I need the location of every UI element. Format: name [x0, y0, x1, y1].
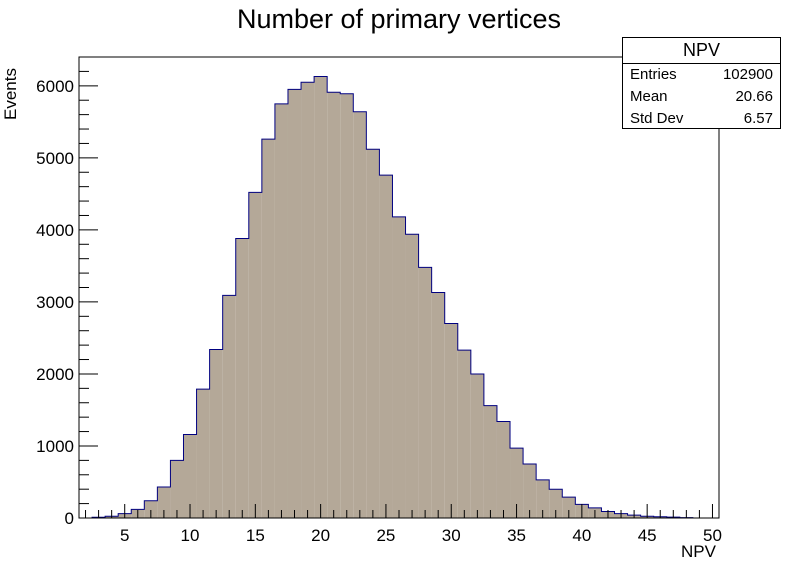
histogram-bin [418, 267, 432, 518]
histogram-bin [183, 434, 197, 518]
x-tick-label: 45 [638, 526, 657, 545]
stats-value: 102900 [722, 66, 773, 83]
x-tick-label: 40 [572, 526, 591, 545]
histogram-outline [79, 75, 719, 519]
stats-label: Std Dev [630, 110, 684, 127]
y-tick-label: 2000 [36, 365, 74, 384]
histogram-bin [470, 373, 484, 518]
histogram-bin [523, 463, 537, 518]
histogram-bin [353, 111, 367, 519]
histogram-bin [301, 82, 315, 518]
histogram-bin [562, 497, 576, 518]
y-tick-label: 0 [65, 509, 74, 528]
histogram-bin [340, 93, 354, 519]
histogram-bin [379, 175, 393, 518]
histogram-bin [483, 405, 497, 518]
y-tick-label: 3000 [36, 293, 74, 312]
y-tick-label: 1000 [36, 437, 74, 456]
stats-value: 20.66 [735, 88, 773, 105]
y-tick-label: 5000 [36, 149, 74, 168]
x-tick-label: 20 [311, 526, 330, 545]
histogram-bin [405, 234, 419, 518]
histogram-bin [392, 216, 406, 519]
histogram-bin [444, 323, 458, 518]
histogram-bin [157, 487, 171, 518]
histogram-bin [196, 389, 210, 518]
histogram-bin [261, 139, 275, 518]
histogram-bin [457, 350, 471, 518]
stats-box: NPV Entries 102900 Mean 20.66 Std Dev 6.… [622, 37, 781, 129]
stats-label: Entries [630, 66, 677, 83]
histogram-bin [170, 460, 184, 518]
histogram-bin [287, 89, 302, 518]
histogram-bin [274, 103, 288, 518]
y-axis: 0 1000 2000 3000 4000 5000 6000 [36, 56, 98, 528]
x-tick-label: 50 [703, 526, 722, 545]
stats-label: Mean [630, 88, 668, 105]
x-tick-label: 25 [376, 526, 395, 545]
chart-title: Number of primary vertices [237, 4, 561, 34]
histogram-bin [431, 292, 445, 518]
y-axis-label: Events [1, 68, 20, 120]
x-tick-label: 5 [120, 526, 129, 545]
stats-row-mean: Mean 20.66 [623, 86, 780, 108]
y-tick-label: 4000 [36, 221, 74, 240]
histogram-bin [327, 92, 341, 518]
y-tick-label: 6000 [36, 77, 74, 96]
histogram-bin [536, 479, 550, 518]
histogram-bin [235, 238, 249, 519]
histogram-bin [222, 295, 236, 518]
stats-row-stddev: Std Dev 6.57 [623, 108, 780, 130]
histogram-bin [549, 489, 563, 518]
stats-value: 6.57 [743, 110, 773, 127]
histogram-bin [366, 149, 380, 518]
histogram-bin [510, 448, 524, 518]
histogram-bin [209, 349, 223, 518]
stats-title: NPV [623, 38, 780, 64]
x-axis: 5 10 15 20 25 30 35 40 45 50 [85, 504, 722, 545]
stats-row-entries: Entries 102900 [623, 64, 780, 86]
histogram-bin [144, 500, 158, 518]
x-tick-label: 35 [507, 526, 526, 545]
histogram-bin [314, 76, 328, 519]
histogram-bin [496, 421, 511, 518]
histogram-bin [248, 192, 262, 518]
x-tick-label: 15 [246, 526, 265, 545]
x-tick-label: 30 [442, 526, 461, 545]
x-axis-label: NPV [681, 542, 717, 561]
x-tick-label: 10 [181, 526, 200, 545]
histogram-bars [79, 75, 719, 519]
